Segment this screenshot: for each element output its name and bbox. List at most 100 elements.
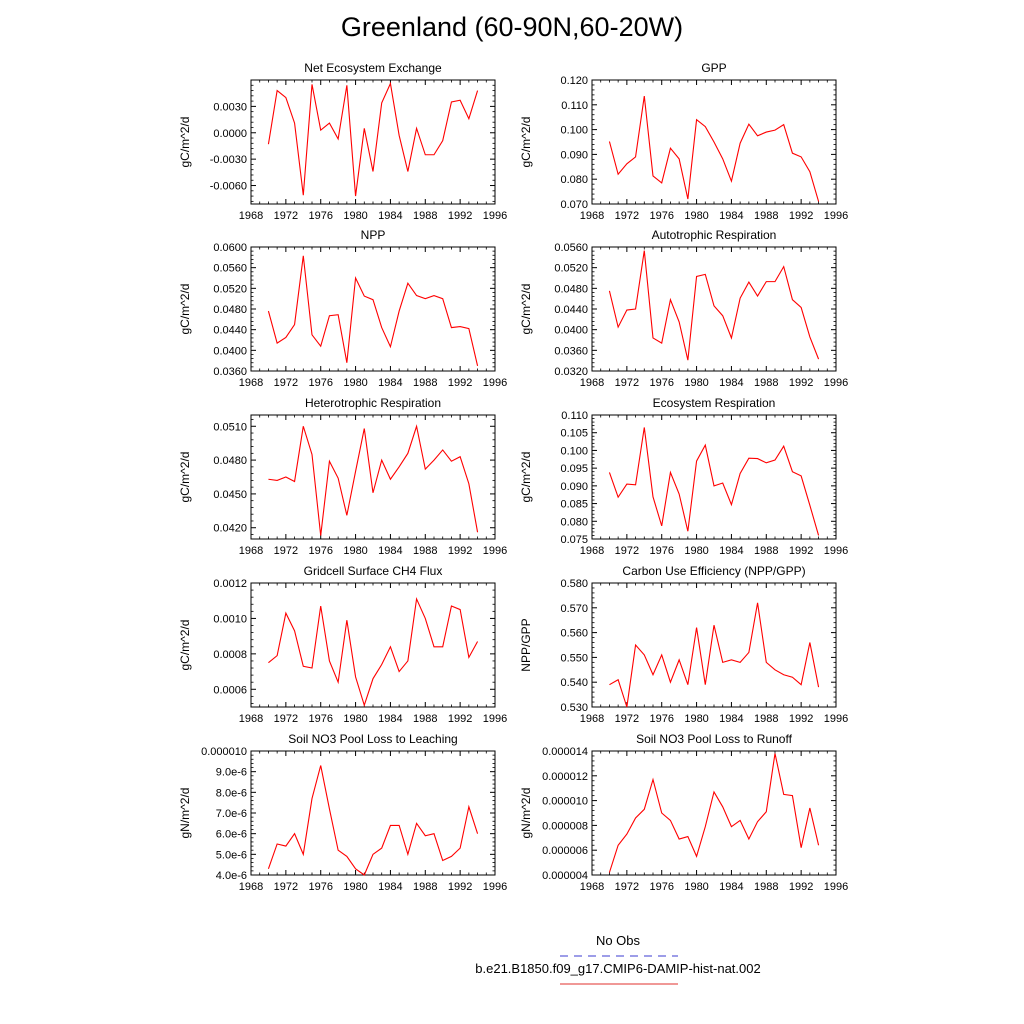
data-series-line <box>608 427 820 536</box>
x-tick-label: 1984 <box>378 881 402 893</box>
plot-frame <box>591 582 837 708</box>
x-tick-label: 1996 <box>824 210 848 222</box>
x-tick-label: 1972 <box>274 377 298 389</box>
panel-title: GPP <box>701 61 726 75</box>
x-tick-label: 1976 <box>649 881 673 893</box>
plot-frame <box>250 79 496 205</box>
x-tick-label: 1984 <box>719 881 743 893</box>
x-tick-label: 1972 <box>274 713 298 725</box>
x-tick-label: 1972 <box>274 881 298 893</box>
x-tick-label: 1968 <box>580 377 604 389</box>
y-tick-label: 0.000012 <box>542 771 588 783</box>
x-tick-label: 1980 <box>343 377 367 389</box>
x-tick-label: 1976 <box>308 713 332 725</box>
x-tick-label: 1996 <box>483 881 507 893</box>
y-tick-label: 6.0e-6 <box>216 829 247 841</box>
x-tick-label: 1972 <box>615 377 639 389</box>
x-tick-label: 1980 <box>684 713 708 725</box>
chart-panel-9: 1968 1972 1976 1980 1984 1988 1992 1996 4.0e-6 5.… <box>178 732 507 893</box>
legend: No Obs b.e21.B1850.f09_g17.CMIP6-DAMIP-hi… <box>475 933 761 985</box>
x-tick-label: 1988 <box>754 210 778 222</box>
figure-title: Greenland (60-90N,60-20W) <box>340 12 684 42</box>
x-tick-label: 1988 <box>754 713 778 725</box>
x-tick-label: 1972 <box>615 210 639 222</box>
x-tick-label: 1968 <box>580 713 604 725</box>
y-tick-label: 0.095 <box>560 463 588 475</box>
plot-frame <box>591 246 837 372</box>
y-tick-label: 0.0560 <box>213 263 247 275</box>
y-tick-label: 0.070 <box>560 199 588 211</box>
panel-title: Autotrophic Respiration <box>652 228 777 242</box>
panel-title: Ecosystem Respiration <box>653 396 776 410</box>
x-tick-label: 1996 <box>824 545 848 557</box>
legend-label-2: b.e21.B1850.f09_g17.CMIP6-DAMIP-hist-nat… <box>475 961 760 976</box>
y-tick-label: 0.0360 <box>213 366 247 378</box>
chart-panel-4: 1968 1972 1976 1980 1984 1988 1992 1996 0.0320 0.… <box>519 228 848 389</box>
y-axis-label: gN/m^2/d <box>519 788 533 839</box>
y-tick-label: 0.090 <box>560 481 588 493</box>
x-tick-label: 1992 <box>448 713 472 725</box>
chart-panel-2: 1968 1972 1976 1980 1984 1988 1992 1996 0.070 0.0… <box>519 61 848 222</box>
plot-frame <box>591 750 837 876</box>
x-tick-label: 1988 <box>413 377 437 389</box>
y-tick-label: -0.0030 <box>210 154 247 166</box>
x-tick-label: 1972 <box>274 545 298 557</box>
x-tick-label: 1992 <box>789 545 813 557</box>
y-tick-label: 0.0480 <box>554 283 588 295</box>
y-tick-label: 0.000014 <box>542 746 588 758</box>
x-tick-label: 1980 <box>684 881 708 893</box>
data-series-line <box>608 96 820 202</box>
x-tick-label: 1976 <box>649 377 673 389</box>
y-axis-label: gC/m^2/d <box>519 452 533 503</box>
y-tick-label: 0.0320 <box>554 366 588 378</box>
y-tick-label: 0.0480 <box>213 304 247 316</box>
y-tick-label: 0.075 <box>560 534 588 546</box>
x-tick-label: 1976 <box>308 545 332 557</box>
y-tick-label: 0.570 <box>560 603 588 615</box>
plot-frame <box>250 582 496 708</box>
y-tick-label: 0.000010 <box>201 746 247 758</box>
x-tick-label: 1992 <box>448 881 472 893</box>
x-tick-label: 1968 <box>239 881 263 893</box>
x-tick-label: 1972 <box>274 210 298 222</box>
y-tick-label: 0.530 <box>560 702 588 714</box>
y-tick-label: 0.0420 <box>213 523 247 535</box>
x-tick-label: 1996 <box>483 545 507 557</box>
y-tick-label: 7.0e-6 <box>216 808 247 820</box>
y-tick-label: 5.0e-6 <box>216 849 247 861</box>
data-series-line <box>268 596 479 708</box>
panel-title: NPP <box>361 228 386 242</box>
y-tick-label: 4.0e-6 <box>216 870 247 882</box>
y-tick-label: 0.0030 <box>213 101 247 113</box>
chart-panel-10: 1968 1972 1976 1980 1984 1988 1992 1996 0.000004… <box>519 732 848 893</box>
y-tick-label: 0.0440 <box>213 325 247 337</box>
x-tick-label: 1980 <box>343 713 367 725</box>
panel-title: Net Ecosystem Exchange <box>304 61 442 75</box>
y-tick-label: 0.0012 <box>213 578 247 590</box>
data-series-line <box>609 602 820 708</box>
y-axis-label: gC/m^2/d <box>519 284 533 335</box>
y-tick-label: 0.085 <box>560 499 588 511</box>
y-tick-label: 0.110 <box>561 100 588 112</box>
y-tick-label: 0.0006 <box>213 684 247 696</box>
x-tick-label: 1988 <box>754 881 778 893</box>
x-tick-label: 1988 <box>413 545 437 557</box>
x-tick-label: 1968 <box>580 210 604 222</box>
x-tick-label: 1992 <box>789 881 813 893</box>
y-tick-label: 0.0520 <box>554 263 588 275</box>
chart-panel-6: 1968 1972 1976 1980 1984 1988 1992 1996 0.075 0.0… <box>519 396 848 557</box>
panel-title: Soil NO3 Pool Loss to Runoff <box>636 732 793 746</box>
y-tick-label: 0.100 <box>560 445 588 457</box>
y-axis-label: gN/m^2/d <box>178 788 192 839</box>
y-tick-label: 0.550 <box>560 652 588 664</box>
y-tick-label: 0.540 <box>560 677 588 689</box>
y-tick-label: 0.0008 <box>213 649 247 661</box>
data-series-line <box>267 81 479 197</box>
x-tick-label: 1980 <box>684 210 708 222</box>
x-tick-label: 1992 <box>448 377 472 389</box>
y-tick-label: 0.0440 <box>554 304 588 316</box>
y-tick-label: 0.560 <box>560 628 588 640</box>
x-tick-label: 1984 <box>719 210 743 222</box>
x-tick-label: 1980 <box>343 881 367 893</box>
x-tick-label: 1968 <box>239 210 263 222</box>
